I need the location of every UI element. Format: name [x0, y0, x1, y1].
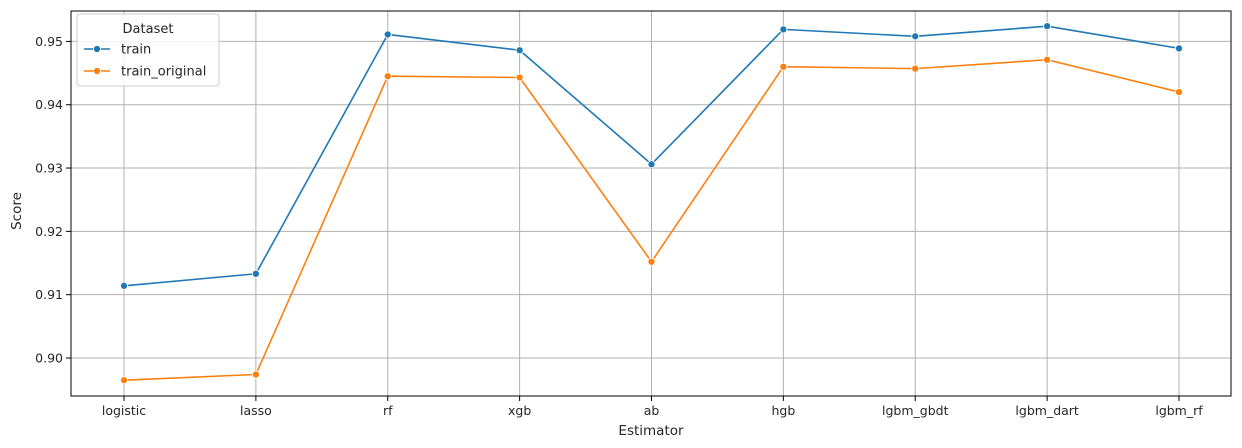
- legend-title: Dataset: [123, 22, 174, 37]
- legend: Dataset train train_original: [76, 13, 220, 87]
- data-point: [647, 160, 656, 169]
- x-tick-label: xgb: [508, 403, 531, 418]
- data-point: [1174, 44, 1184, 53]
- axes: logistic lasso rf xgb ab hgb lgbm_gbdt lgbm_dar…: [35, 10, 1232, 418]
- data-point: [911, 32, 920, 41]
- data-point: [383, 30, 392, 39]
- x-tick-label: lgbm_dart: [1015, 403, 1079, 418]
- data-point: [779, 62, 788, 71]
- y-axis-label: Score: [9, 192, 25, 230]
- data-point: [779, 25, 788, 34]
- y-tick-label: 0.94: [35, 97, 63, 112]
- legend-label: train_original: [121, 65, 206, 80]
- data-point: [911, 64, 920, 73]
- x-tick-label: rf: [383, 403, 393, 418]
- data-point: [119, 281, 129, 290]
- legend-label: train: [121, 43, 151, 58]
- data-point: [251, 269, 260, 278]
- x-tick-label: lgbm_gbdt: [882, 403, 949, 418]
- data-point: [647, 257, 656, 266]
- x-tick-label: lasso: [240, 403, 272, 418]
- data-point: [515, 73, 524, 82]
- data-point: [1174, 88, 1184, 97]
- data-point: [251, 370, 260, 379]
- data-point: [1043, 22, 1052, 31]
- data-point: [515, 46, 524, 55]
- x-axis-label: Estimator: [618, 423, 684, 439]
- y-tick-label: 0.91: [35, 287, 63, 302]
- grid: [71, 11, 1231, 396]
- series-train: [119, 22, 1184, 290]
- x-tick-label: hgb: [771, 403, 795, 418]
- data-point: [1043, 55, 1052, 64]
- legend-marker: [92, 66, 102, 76]
- y-tick-label: 0.95: [35, 34, 63, 49]
- legend-marker: [92, 44, 102, 54]
- x-tick-label: logistic: [102, 403, 146, 418]
- series-train_original: [119, 55, 1184, 385]
- data-point: [383, 72, 392, 81]
- y-tick-label: 0.93: [35, 161, 63, 176]
- series-layer: [119, 22, 1184, 385]
- x-tick-label: ab: [644, 403, 660, 418]
- plot-frame: [70, 10, 1232, 397]
- legend-box: [76, 13, 220, 87]
- x-tick-label: lgbm_rf: [1155, 403, 1203, 418]
- y-tick-label: 0.90: [35, 351, 63, 366]
- y-tick-label: 0.92: [35, 224, 63, 239]
- data-point: [119, 376, 129, 385]
